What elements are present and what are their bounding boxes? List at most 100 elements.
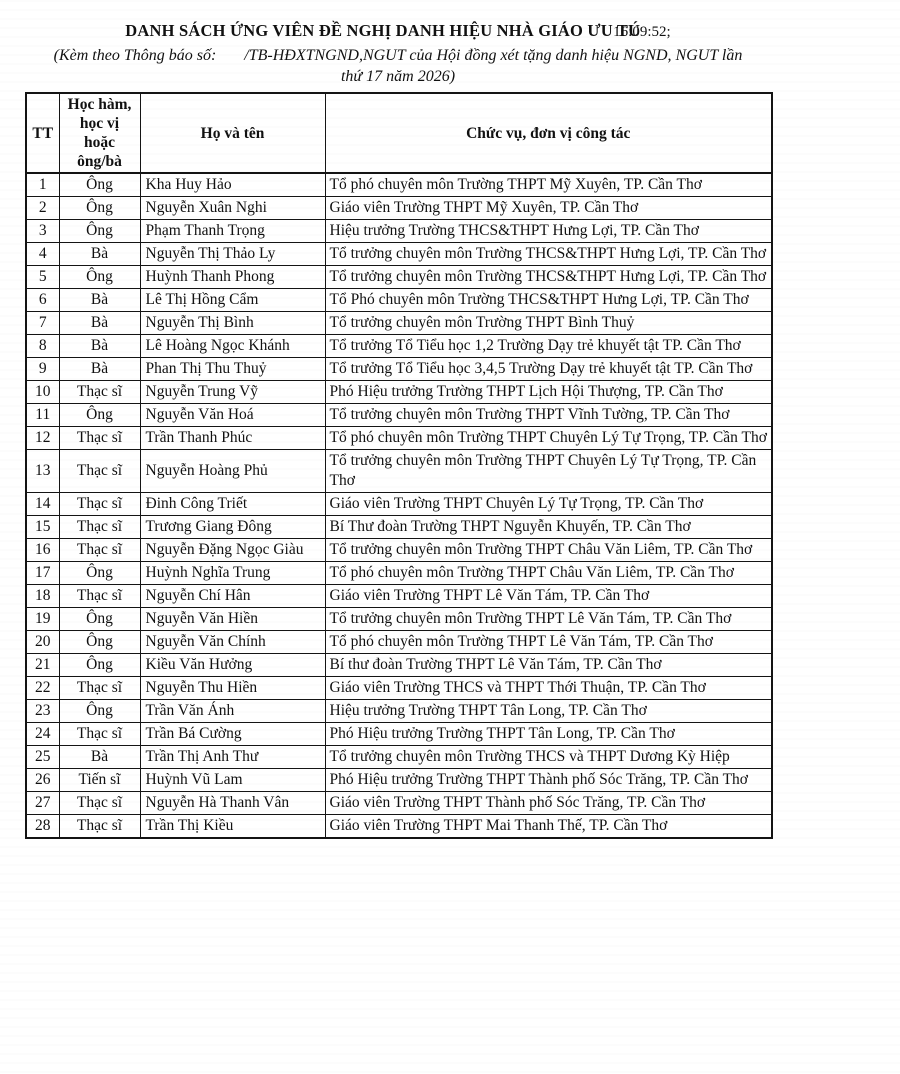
cell-name: Kha Huy Hảo <box>139 172 326 197</box>
cell-tt: 22 <box>25 676 60 700</box>
cell-name: Kiều Văn Hưởng <box>139 653 326 677</box>
table-row: 4 Bà Nguyễn Thị Thảo Ly Tổ trưởng chuyên mô… <box>25 242 773 266</box>
cell-name: Trần Văn Ánh <box>139 699 326 723</box>
cell-position: Tổ phó chuyên môn Trường THPT Mỹ Xuyên, … <box>324 172 773 197</box>
table-row: 7 Bà Nguyễn Thị Bình Tổ trưởng chuyên môn T… <box>25 311 773 335</box>
cell-tt: 26 <box>25 768 60 792</box>
cell-tt: 16 <box>25 538 60 562</box>
table-row: 2 Ông Nguyễn Xuân Nghi Giáo viên Trường THP… <box>25 196 773 220</box>
cell-honorific: Ông <box>58 561 141 585</box>
table-header: TT Học hàm, học vị hoặc ông/bà Họ và tên… <box>25 92 773 174</box>
table-row: 20 Ông Nguyễn Văn Chính Tổ phó chuyên môn T… <box>25 630 773 654</box>
cell-name: Nguyễn Thu Hiền <box>139 676 326 700</box>
cell-tt: 5 <box>25 265 60 289</box>
cell-honorific: Thạc sĩ <box>58 380 141 404</box>
table-row: 23 Ông Trần Văn Ánh Hiệu trưởng Trường THPT… <box>25 699 773 723</box>
cell-position: Tổ Phó chuyên môn Trường THCS&THPT Hưng … <box>324 288 773 312</box>
table-row: 13 Thạc sĩ Nguyễn Hoàng Phủ Tổ trưởng chuyê… <box>25 449 773 493</box>
print-timestamp-artifact: 16:09:52; <box>613 24 671 40</box>
cell-tt: 25 <box>25 745 60 769</box>
cell-tt: 2 <box>25 196 60 220</box>
cell-tt: 1 <box>25 172 60 197</box>
cell-name: Nguyễn Văn Chính <box>139 630 326 654</box>
cell-tt: 6 <box>25 288 60 312</box>
cell-position: Tổ trưởng chuyên môn Trường THPT Lê Văn … <box>324 607 773 631</box>
cell-position: Phó Hiệu trưởng Trường THPT Thành phố Só… <box>324 768 773 792</box>
cell-name: Trần Thanh Phúc <box>139 426 326 450</box>
cell-honorific: Ông <box>58 196 141 220</box>
table-row: 22 Thạc sĩ Nguyễn Thu Hiền Giáo viên Trường… <box>25 676 773 700</box>
cell-tt: 9 <box>25 357 60 381</box>
cell-honorific: Tiến sĩ <box>58 768 141 792</box>
cell-tt: 19 <box>25 607 60 631</box>
column-header-tt: TT <box>25 92 60 174</box>
cell-name: Huỳnh Thanh Phong <box>139 265 326 289</box>
cell-tt: 14 <box>25 492 60 516</box>
cell-position: Tổ trưởng chuyên môn Trường THPT Chuyên … <box>324 449 773 493</box>
table-row: 9 Bà Phan Thị Thu Thuỷ Tổ trưởng Tổ Tiểu họ… <box>25 357 773 381</box>
table-row: 5 Ông Huỳnh Thanh Phong Tổ trưởng chuyên mô… <box>25 265 773 289</box>
cell-honorific: Thạc sĩ <box>58 538 141 562</box>
cell-position: Tổ trưởng chuyên môn Trường THCS&THPT Hư… <box>324 242 773 266</box>
cell-tt: 28 <box>25 814 60 839</box>
cell-honorific: Thạc sĩ <box>58 515 141 539</box>
table-row: 28 Thạc sĩ Trần Thị Kiều Giáo viên Trường T… <box>25 814 773 839</box>
table-row: 14 Thạc sĩ Đinh Công Triết Giáo viên Trường… <box>25 492 773 516</box>
cell-honorific: Bà <box>58 311 141 335</box>
cell-name: Trương Giang Đông <box>139 515 326 539</box>
cell-position: Giáo viên Trường THPT Thành phố Sóc Trăn… <box>324 791 773 815</box>
cell-name: Nguyễn Văn Hiền <box>139 607 326 631</box>
table-row: 18 Thạc sĩ Nguyễn Chí Hân Giáo viên Trường … <box>25 584 773 608</box>
cell-position: Tổ trưởng chuyên môn Trường THCS&THPT Hư… <box>324 265 773 289</box>
cell-honorific: Thạc sĩ <box>58 492 141 516</box>
table-header-row: TT Học hàm, học vị hoặc ông/bà Họ và tên… <box>25 92 773 174</box>
cell-tt: 23 <box>25 699 60 723</box>
cell-honorific: Bà <box>58 288 141 312</box>
table-row: 27 Thạc sĩ Nguyễn Hà Thanh Vân Giáo viên Tr… <box>25 791 773 815</box>
cell-name: Nguyễn Chí Hân <box>139 584 326 608</box>
cell-honorific: Thạc sĩ <box>58 426 141 450</box>
cell-position: Tổ trưởng Tổ Tiểu học 3,4,5 Trường Dạy t… <box>324 357 773 381</box>
cell-name: Nguyễn Đặng Ngọc Giàu <box>139 538 326 562</box>
table-row: 24 Thạc sĩ Trần Bá Cường Phó Hiệu trưởng Tr… <box>25 722 773 746</box>
cell-name: Trần Thị Anh Thư <box>139 745 326 769</box>
cell-tt: 17 <box>25 561 60 585</box>
cell-tt: 7 <box>25 311 60 335</box>
cell-position: Tổ phó chuyên môn Trường THPT Lê Văn Tám… <box>324 630 773 654</box>
cell-position: Tổ trưởng Tổ Tiểu học 1,2 Trường Dạy trẻ… <box>324 334 773 358</box>
cell-tt: 8 <box>25 334 60 358</box>
cell-name: Nguyễn Thị Thảo Ly <box>139 242 326 266</box>
table-row: 11 Ông Nguyễn Văn Hoá Tổ trưởng chuyên môn … <box>25 403 773 427</box>
cell-tt: 18 <box>25 584 60 608</box>
cell-name: Phan Thị Thu Thuỷ <box>139 357 326 381</box>
cell-position: Phó Hiệu trưởng Trường THPT Lịch Hội Thư… <box>324 380 773 404</box>
table-row: 15 Thạc sĩ Trương Giang Đông Bí Thư đoàn Tr… <box>25 515 773 539</box>
cell-position: Giáo viên Trường THPT Lê Văn Tám, TP. Cầ… <box>324 584 773 608</box>
column-header-hoc-ham: Học hàm, học vị hoặc ông/bà <box>58 92 141 174</box>
page-subtitle: (Kèm theo Thông báo số: /TB-HĐXTNGND,NGU… <box>53 47 743 85</box>
cell-position: Giáo viên Trường THPT Mỹ Xuyên, TP. Cần … <box>324 196 773 220</box>
cell-position: Bí thư đoàn Trường THPT Lê Văn Tám, TP. … <box>324 653 773 677</box>
cell-name: Lê Hoàng Ngọc Khánh <box>139 334 326 358</box>
document-page: DANH SÁCH ỨNG VIÊN ĐỀ NGHỊ DANH HIỆU NHÀ… <box>18 20 778 839</box>
table-row: 10 Thạc sĩ Nguyễn Trung Vỹ Phó Hiệu trưởng … <box>25 380 773 404</box>
cell-name: Đinh Công Triết <box>139 492 326 516</box>
cell-tt: 20 <box>25 630 60 654</box>
cell-tt: 13 <box>25 449 60 493</box>
cell-position: Hiệu trưởng Trường THPT Tân Long, TP. Cầ… <box>324 699 773 723</box>
cell-position: Giáo viên Trường THPT Mai Thanh Thế, TP.… <box>324 814 773 839</box>
candidates-table: TT Học hàm, học vị hoặc ông/bà Họ và tên… <box>25 92 773 839</box>
cell-name: Nguyễn Văn Hoá <box>139 403 326 427</box>
cell-position: Tổ phó chuyên môn Trường THPT Châu Văn L… <box>324 561 773 585</box>
cell-position: Giáo viên Trường THCS và THPT Thới Thuận… <box>324 676 773 700</box>
table-row: 16 Thạc sĩ Nguyễn Đặng Ngọc Giàu Tổ trưởng … <box>25 538 773 562</box>
table-row: 8 Bà Lê Hoàng Ngọc Khánh Tổ trưởng Tổ Tiểu … <box>25 334 773 358</box>
cell-honorific: Bà <box>58 334 141 358</box>
table-row: 26 Tiến sĩ Huỳnh Vũ Lam Phó Hiệu trưởng Trư… <box>25 768 773 792</box>
cell-position: Tổ trưởng chuyên môn Trường THPT Vĩnh Tư… <box>324 403 773 427</box>
column-header-chuc-vu: Chức vụ, đơn vị công tác <box>324 92 773 174</box>
document-header: DANH SÁCH ỨNG VIÊN ĐỀ NGHỊ DANH HIỆU NHÀ… <box>18 20 778 87</box>
cell-name: Huỳnh Nghĩa Trung <box>139 561 326 585</box>
cell-tt: 4 <box>25 242 60 266</box>
cell-name: Nguyễn Trung Vỹ <box>139 380 326 404</box>
